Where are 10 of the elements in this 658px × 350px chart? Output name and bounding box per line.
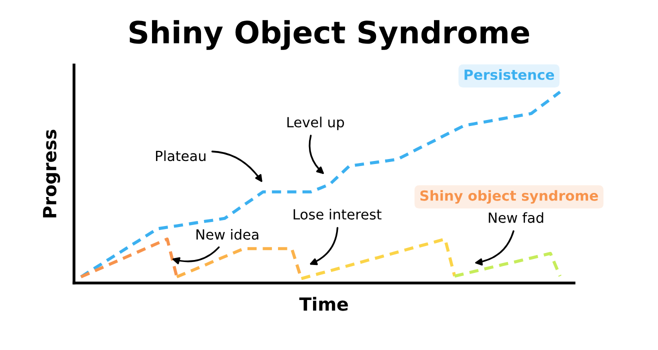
y-axis-title: Progress	[43, 130, 60, 218]
annotation: New fad	[488, 212, 544, 223]
annotation: Plateau	[156, 150, 206, 162]
x-axis-title: Time	[299, 296, 348, 311]
annotation: Level up	[287, 116, 344, 130]
text: Shiny object syndrome	[420, 190, 598, 204]
annotation: Lose interest	[294, 208, 382, 220]
chart-title: Shiny Object Syndrome	[130, 20, 530, 50]
series-label: Persistence	[464, 69, 554, 80]
annotation: New idea	[196, 228, 258, 240]
